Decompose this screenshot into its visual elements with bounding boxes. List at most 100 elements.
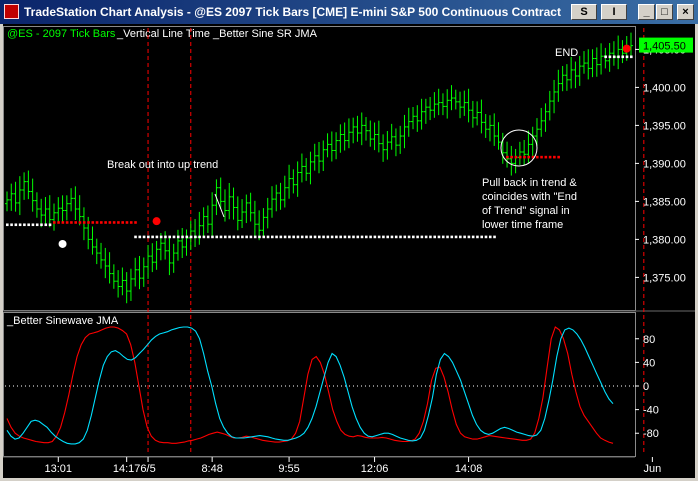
close-button[interactable]: × <box>677 4 694 20</box>
resistance-dot <box>557 155 560 159</box>
support-dot <box>10 223 13 227</box>
price-axis-label: 1,390.00 <box>643 158 686 170</box>
support-dot <box>164 235 167 239</box>
signal-marker <box>58 239 67 248</box>
support-dot <box>14 223 18 227</box>
support-dot <box>386 235 389 239</box>
indicator-label: _Vertical Line Time <box>116 28 210 40</box>
support-dot <box>309 235 313 239</box>
pullback-circle <box>500 129 538 167</box>
resistance-dot <box>129 221 133 224</box>
support-dot <box>48 223 52 227</box>
support-dot <box>463 235 466 239</box>
support-dot <box>279 235 283 239</box>
support-dot <box>151 235 154 239</box>
support-dot <box>18 223 22 227</box>
support-dot <box>283 235 287 239</box>
support-dot <box>625 55 629 59</box>
chart-area[interactable]: @ES - 2097 Tick Bars _Vertical Line Time _… <box>3 24 695 478</box>
support-dot <box>185 235 189 239</box>
support-dot <box>40 223 43 227</box>
i-button[interactable]: I <box>601 4 627 20</box>
support-dot <box>484 235 488 239</box>
maximize-button[interactable]: □ <box>656 4 673 20</box>
support-dot <box>335 235 338 239</box>
support-dot <box>172 235 176 239</box>
support-dot <box>6 223 9 227</box>
minimize-button[interactable]: _ <box>638 4 655 20</box>
resistance-dot <box>61 221 65 224</box>
support-dot <box>330 235 334 239</box>
support-dot <box>219 235 223 239</box>
support-dot <box>31 223 35 227</box>
pullback-annotation-line: Pull back in trend & <box>482 177 577 189</box>
support-dot <box>300 235 304 239</box>
x-axis-label: 6/5 <box>140 463 155 475</box>
support-dot <box>390 235 394 239</box>
support-dot <box>241 235 244 239</box>
last-price-box <box>639 37 693 53</box>
breakout-annotation: Break out into up trend <box>107 159 218 171</box>
support-dot <box>612 55 616 59</box>
support-dot <box>343 235 347 239</box>
support-dot <box>262 235 266 239</box>
x-axis-label: 12:06 <box>361 463 389 475</box>
x-axis-label: 8:48 <box>201 463 222 475</box>
resistance-dot <box>100 221 103 224</box>
x-axis-label: Jun <box>643 463 661 475</box>
support-dot <box>189 235 193 239</box>
sinewave-red-line <box>6 326 614 444</box>
price-axis-label: 1,395.00 <box>643 120 686 132</box>
x-axis-label: 14:17 <box>113 463 141 475</box>
x-axis-label: 14:08 <box>455 463 483 475</box>
support-dot <box>134 235 137 239</box>
pullback-annotation-line: of Trend" signal in <box>482 205 570 217</box>
oscillator-axis-label: -80 <box>643 428 659 440</box>
resistance-dot <box>70 221 73 224</box>
resistance-dot <box>65 221 69 224</box>
support-dot <box>471 235 475 239</box>
support-dot <box>429 235 432 239</box>
support-dot <box>211 235 214 239</box>
support-dot <box>245 235 248 239</box>
support-dot <box>416 235 419 239</box>
support-dot <box>382 235 385 239</box>
resistance-dot <box>108 221 112 224</box>
signal-marker <box>152 217 161 226</box>
support-dot <box>467 235 471 239</box>
support-dot <box>159 235 163 239</box>
resistance-dot <box>112 221 116 224</box>
support-dot <box>403 235 407 239</box>
oscillator-axis-label: -40 <box>643 405 659 417</box>
title-bar[interactable]: TradeStation Chart Analysis - @ES 2097 T… <box>0 0 698 24</box>
resistance-dot <box>78 221 82 224</box>
support-dot <box>275 235 278 239</box>
support-dot <box>313 235 317 239</box>
s-button[interactable]: S <box>571 4 597 20</box>
support-dot <box>27 223 30 227</box>
support-dot <box>232 235 236 239</box>
resistance-dot <box>510 155 513 159</box>
support-dot <box>459 235 462 239</box>
support-dot <box>621 55 625 59</box>
support-dot <box>450 235 454 239</box>
support-dot <box>356 235 360 239</box>
support-dot <box>198 235 201 239</box>
support-dot <box>608 55 612 59</box>
resistance-dot <box>506 155 509 159</box>
support-dot <box>266 235 270 239</box>
oscillator-panel-title: _Better Sinewave JMA <box>6 315 119 327</box>
price-panel-title: @ES - 2097 Tick Bars <box>7 28 116 40</box>
support-dot <box>480 235 484 239</box>
support-dot <box>347 235 351 239</box>
resistance-dot <box>74 221 77 224</box>
support-dot <box>35 223 39 227</box>
resistance-dot <box>91 221 95 224</box>
price-axis-label: 1,375.00 <box>643 272 686 284</box>
resistance-dot <box>544 155 548 159</box>
pullback-annotation-line: coincides with "End <box>482 191 577 203</box>
support-dot <box>23 223 26 227</box>
support-dot <box>194 235 197 239</box>
resistance-dot <box>134 221 137 224</box>
